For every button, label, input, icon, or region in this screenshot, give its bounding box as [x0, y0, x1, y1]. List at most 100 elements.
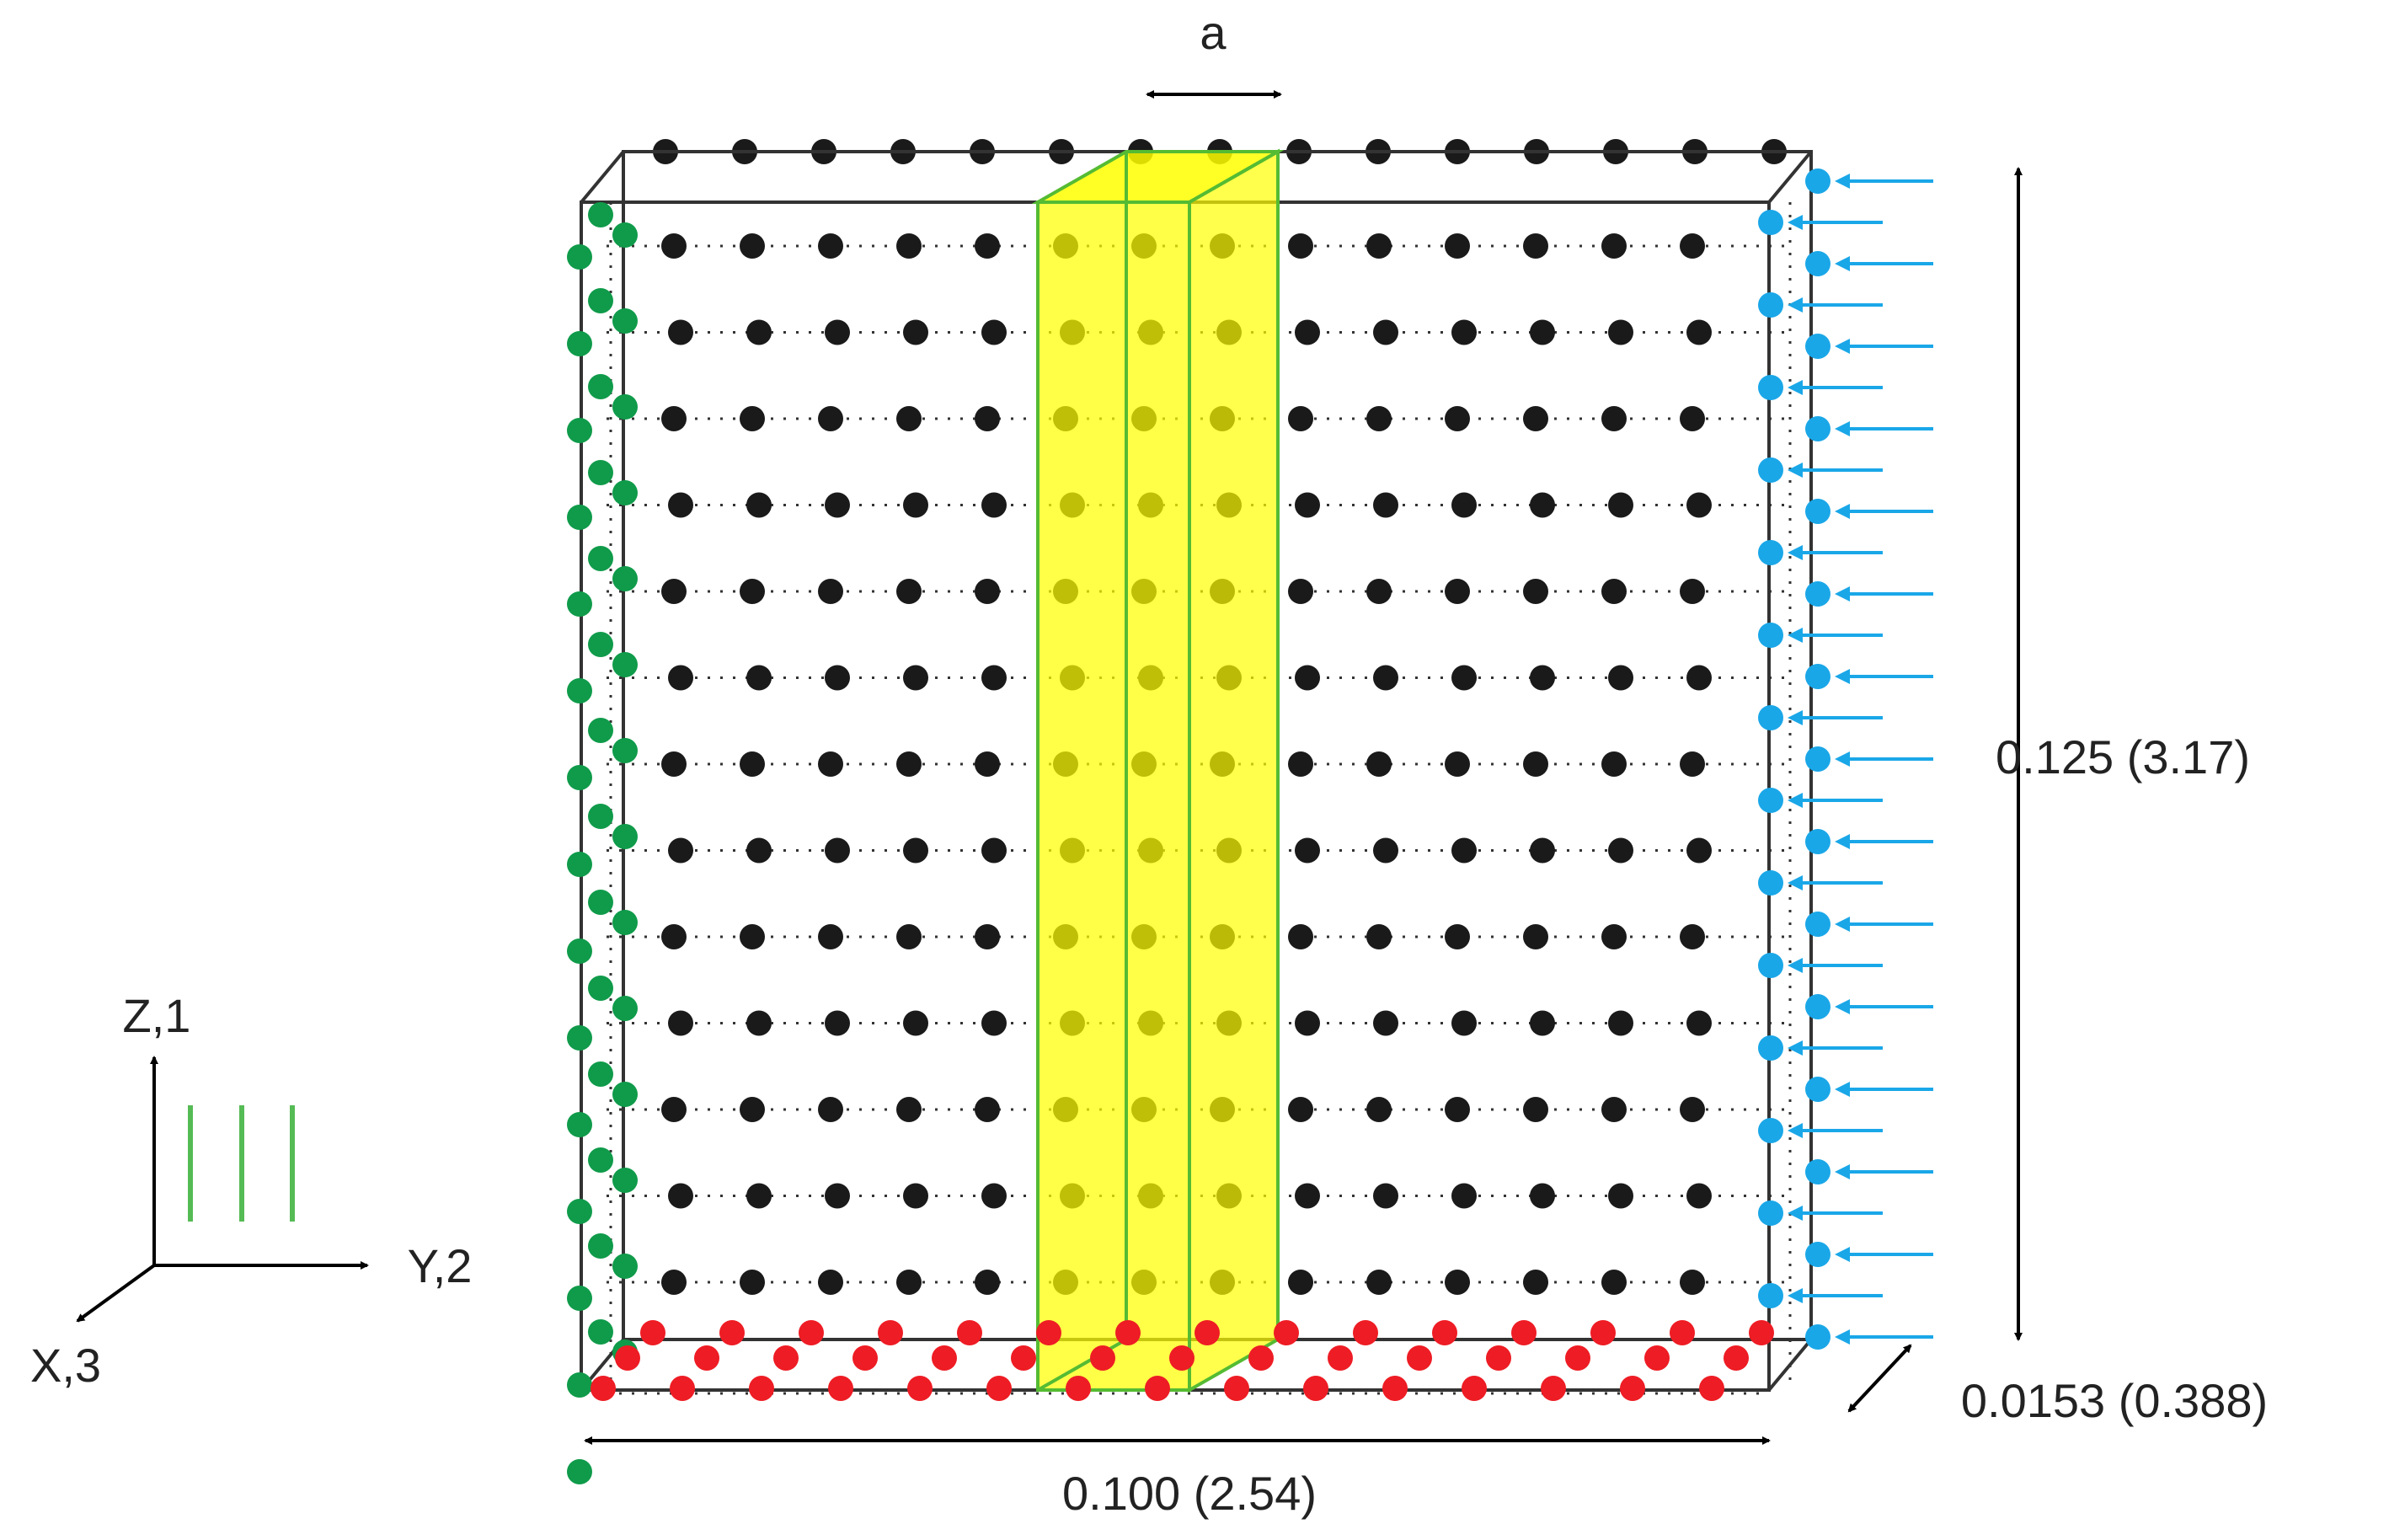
node	[615, 1345, 640, 1371]
node	[799, 1320, 824, 1345]
load-arrow-head	[1835, 751, 1850, 767]
node	[1686, 319, 1712, 345]
node	[567, 852, 592, 877]
node	[588, 890, 613, 915]
node	[1288, 233, 1313, 259]
node	[1295, 492, 1320, 518]
node	[1288, 579, 1313, 604]
node	[1366, 406, 1392, 431]
node	[903, 1010, 928, 1036]
node	[818, 233, 843, 259]
node	[1303, 1376, 1328, 1401]
node	[896, 406, 922, 431]
node	[957, 1320, 982, 1345]
node	[1366, 1097, 1392, 1122]
node	[588, 374, 613, 399]
node	[1758, 953, 1783, 978]
node	[612, 308, 638, 334]
node	[612, 1082, 638, 1107]
load-arrow-head	[1835, 1164, 1850, 1179]
node	[612, 910, 638, 935]
node	[1445, 233, 1470, 259]
load-arrow-head	[1835, 669, 1850, 684]
node	[1724, 1345, 1749, 1371]
node	[1295, 319, 1320, 345]
node	[1805, 829, 1830, 854]
node	[746, 837, 772, 864]
mesh-lines	[594, 202, 1792, 1395]
node	[567, 1459, 592, 1484]
node	[975, 751, 1000, 777]
node	[588, 718, 613, 743]
node	[1486, 1345, 1511, 1371]
node	[1601, 233, 1627, 259]
node	[567, 1372, 592, 1398]
node	[668, 1183, 693, 1209]
node	[746, 1010, 772, 1036]
node	[981, 319, 1007, 345]
node	[852, 1345, 878, 1371]
load-arrow-head	[1835, 339, 1850, 354]
node	[588, 1061, 613, 1087]
node	[878, 1320, 903, 1345]
node	[986, 1376, 1012, 1401]
node	[1036, 1320, 1061, 1345]
load-arrow-head	[1788, 958, 1803, 973]
node	[640, 1320, 665, 1345]
node	[1758, 210, 1783, 235]
node	[1758, 623, 1783, 648]
node	[1608, 837, 1633, 864]
node	[1680, 1270, 1705, 1295]
node	[1248, 1345, 1274, 1371]
node	[1541, 1376, 1566, 1401]
node	[1686, 837, 1712, 864]
node	[1670, 1320, 1695, 1345]
node	[1680, 751, 1705, 777]
node	[588, 1147, 613, 1173]
load-arrow-head	[1835, 834, 1850, 849]
node	[740, 1097, 765, 1122]
node	[1686, 665, 1712, 691]
x-axis-line	[76, 1264, 156, 1323]
node	[1805, 664, 1830, 689]
dimension-width: 0.100 (2.54)	[584, 1436, 1771, 1520]
node	[1758, 457, 1783, 483]
node	[1511, 1320, 1537, 1345]
node	[1530, 837, 1555, 864]
node	[567, 678, 592, 703]
load-arrow-head	[1788, 710, 1803, 725]
node	[1758, 788, 1783, 813]
node	[567, 1112, 592, 1137]
node	[981, 837, 1007, 864]
node	[896, 579, 922, 604]
node	[975, 406, 1000, 431]
node	[1608, 1010, 1633, 1036]
node	[1451, 319, 1477, 345]
node	[818, 579, 843, 604]
node	[1373, 1183, 1398, 1209]
node	[975, 579, 1000, 604]
node	[1445, 406, 1470, 431]
node	[932, 1345, 957, 1371]
node	[588, 202, 613, 227]
load-arrow-head	[1788, 875, 1803, 890]
node	[1686, 492, 1712, 518]
node	[1758, 1035, 1783, 1061]
node	[1805, 581, 1830, 607]
node	[1805, 746, 1830, 772]
node	[1288, 924, 1313, 949]
load-arrows	[1788, 174, 1933, 1345]
node	[1066, 1376, 1091, 1401]
node	[1758, 1200, 1783, 1226]
node	[612, 394, 638, 420]
node	[1644, 1345, 1670, 1371]
load-arrow-head	[1788, 1123, 1803, 1138]
node	[1601, 1270, 1627, 1295]
node	[1590, 1320, 1616, 1345]
node	[1758, 375, 1783, 400]
node	[746, 492, 772, 518]
node	[1432, 1320, 1457, 1345]
load-arrow-head	[1788, 793, 1803, 808]
node	[740, 1270, 765, 1295]
